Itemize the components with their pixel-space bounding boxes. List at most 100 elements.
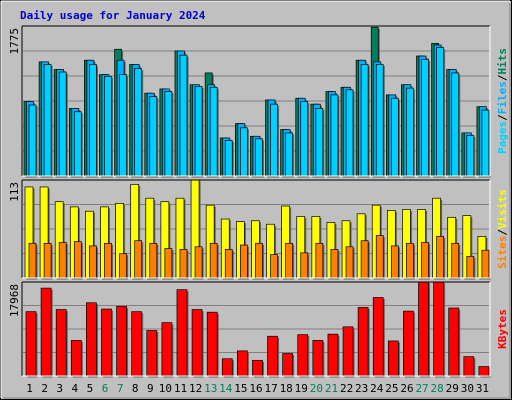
sites-bar — [255, 242, 263, 279]
kbytes-bar — [221, 358, 233, 377]
pages-bar — [330, 94, 339, 177]
sites-bar — [58, 242, 67, 279]
sites-bar — [390, 245, 399, 279]
x-tick-label: 31 — [476, 382, 489, 395]
hits-panel-axis-label-part: / — [496, 74, 509, 81]
pages-bar — [360, 64, 369, 177]
sites-bar — [224, 249, 233, 279]
x-tick-label: 6 — [102, 382, 109, 395]
kbytes-bar — [161, 322, 173, 377]
kbytes-bar — [191, 309, 203, 377]
x-tick-label: 22 — [340, 382, 353, 395]
pages-bar — [240, 127, 248, 177]
sites-bar — [240, 244, 248, 279]
kbytes-bar — [357, 307, 369, 377]
sites-bar — [421, 242, 429, 279]
kbytes-bar — [70, 340, 82, 377]
x-tick-labels: 1 2 3 4 5 6 7 8 9 10 11 12 13 14 15 16 17 18 19 20 21 22 23 24 2… — [26, 382, 489, 395]
x-tick-label: 17 — [264, 382, 277, 395]
sites-bar — [481, 249, 490, 279]
x-tick-label: 3 — [56, 382, 63, 395]
pages-bar — [134, 68, 143, 177]
kbytes-bar — [237, 350, 248, 377]
x-tick-label: 23 — [355, 382, 368, 395]
kbytes-bar — [40, 287, 52, 377]
sites-bar — [43, 242, 52, 279]
x-tick-label: 26 — [400, 382, 413, 395]
pages-bar — [104, 75, 112, 177]
pages-bar — [285, 132, 293, 177]
sites-bar — [119, 253, 127, 279]
sites-bar — [134, 240, 143, 279]
hits-panel-axis-label-part: Pages — [496, 121, 509, 154]
pages-bar — [375, 64, 384, 177]
pages-bar — [315, 108, 324, 177]
sites-bar — [451, 242, 460, 279]
sites-bar — [315, 242, 324, 279]
pages-bar — [149, 96, 158, 177]
kbytes-bar — [297, 334, 309, 377]
visits-panel-ymax-label: 113 — [8, 182, 21, 202]
x-tick-label: 30 — [461, 382, 474, 395]
x-tick-label: 14 — [219, 382, 233, 395]
pages-bar — [164, 91, 173, 177]
x-tick-label: 29 — [446, 382, 459, 395]
pages-bar — [28, 104, 37, 177]
pages-bar — [466, 135, 475, 177]
kbytes-bar — [403, 310, 414, 377]
hits-panel-axis-label-part: Hits — [496, 48, 509, 75]
x-tick-label: 10 — [159, 382, 172, 395]
pages-bar — [89, 64, 97, 177]
kbytes-bar — [342, 326, 354, 377]
pages-bar — [194, 86, 203, 177]
kbytes-bar — [478, 366, 490, 377]
kbytes-bar — [206, 311, 218, 377]
kbytes-bar — [252, 359, 263, 377]
kbytes-bar — [433, 281, 444, 377]
pages-bar — [224, 140, 233, 177]
pages-bar — [451, 72, 460, 177]
pages-bar — [58, 71, 67, 177]
kbytes-bar — [146, 330, 158, 377]
sites-bar — [194, 246, 203, 279]
sites-bar — [360, 240, 369, 279]
x-tick-label: 1 — [26, 382, 33, 395]
x-tick-label: 13 — [204, 382, 217, 395]
kbytes-bar — [387, 340, 399, 377]
pages-bar — [270, 103, 278, 177]
kbytes-bar — [101, 308, 112, 377]
visits-panel-axis-label-part: Visits — [496, 189, 509, 229]
x-tick-label: 12 — [189, 382, 202, 395]
x-tick-label: 18 — [280, 382, 293, 395]
hits-panel-axis-label-part: / — [496, 114, 509, 121]
visits-panel-axis-label-part: Sites — [496, 236, 509, 269]
kbytes-bar — [176, 289, 188, 377]
x-tick-label: 9 — [147, 382, 154, 395]
pages-bar — [43, 64, 52, 177]
x-tick-label: 28 — [431, 382, 444, 395]
visits-panel-axis-label-part: / — [496, 229, 509, 236]
sites-bar — [466, 255, 475, 279]
pages-bar — [119, 74, 127, 177]
x-tick-label: 15 — [234, 382, 247, 395]
sites-bar — [149, 242, 158, 279]
pages-bar — [300, 101, 309, 177]
x-tick-label: 24 — [370, 382, 384, 395]
kbytes-bar — [116, 306, 127, 377]
kbytes-panel-ymax-label: 17968 — [8, 284, 21, 317]
pages-bar — [345, 89, 354, 177]
x-tick-label: 7 — [117, 382, 124, 395]
kbytes-bar — [267, 335, 278, 377]
pages-bar — [73, 111, 82, 177]
pages-bar — [179, 54, 188, 177]
sites-bar — [375, 235, 384, 279]
x-tick-label: 11 — [174, 382, 187, 395]
x-tick-label: 20 — [310, 382, 323, 395]
visits-panel-axis-label: Sites/Visits — [496, 189, 509, 269]
sites-bar — [104, 242, 112, 279]
x-tick-label: 8 — [132, 382, 139, 395]
sites-bar — [179, 249, 188, 279]
sites-bar — [406, 242, 414, 279]
x-tick-label: 19 — [295, 382, 308, 395]
